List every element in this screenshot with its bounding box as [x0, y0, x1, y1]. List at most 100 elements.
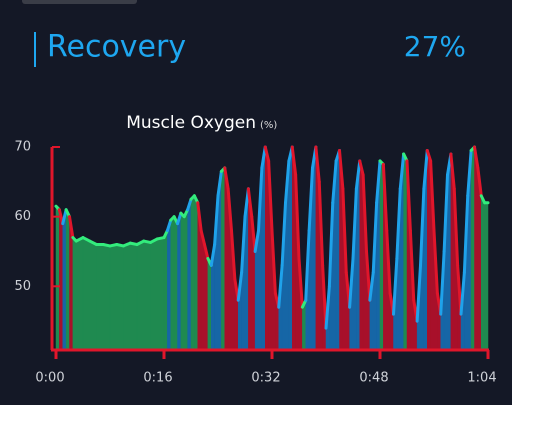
line-segment: [230, 229, 237, 281]
area-segment: [335, 150, 340, 350]
line-segment: [297, 256, 304, 309]
line-segment: [425, 148, 433, 163]
line-segment: [341, 187, 348, 274]
area-segment: [173, 216, 178, 350]
area-segment: [157, 237, 165, 350]
line-segment: [267, 159, 274, 233]
area-segment: [150, 238, 158, 350]
line-segment: [304, 229, 311, 302]
area-segment: [89, 240, 97, 350]
line-segment: [223, 166, 230, 191]
line-segment: [209, 243, 217, 267]
line-segment: [415, 263, 422, 323]
area-segment: [72, 236, 77, 350]
area-segment: [163, 230, 168, 350]
area-segment: [76, 237, 84, 350]
line-segment: [422, 148, 429, 191]
line-segment: [216, 169, 223, 198]
line-segment: [290, 145, 298, 177]
area-segment: [207, 258, 212, 350]
line-segment: [392, 256, 399, 316]
x-tick-label: 0:16: [143, 371, 172, 386]
x-tick-label: 1:04: [467, 371, 496, 386]
line-segment: [473, 145, 480, 170]
area-segment: [470, 146, 475, 350]
area-segment: [96, 244, 104, 350]
area-segment: [103, 244, 111, 350]
area-segment: [288, 146, 293, 350]
area-segment: [484, 202, 489, 350]
area-segment: [167, 220, 171, 350]
line-segment: [395, 187, 402, 260]
line-segment: [338, 148, 345, 191]
tab-handle: [22, 0, 137, 4]
line-segment: [439, 249, 446, 316]
area-segment: [184, 209, 188, 350]
line-segment: [351, 187, 358, 260]
y-tick-label: 60: [14, 209, 31, 224]
line-segment: [327, 201, 335, 288]
area-segment: [474, 146, 479, 350]
line-segment: [213, 194, 220, 247]
line-segment: [284, 159, 291, 205]
area-segment: [194, 195, 198, 350]
line-segment: [240, 215, 247, 274]
line-segment: [432, 229, 439, 295]
chart-title: Muscle Oxygen: [126, 113, 256, 133]
line-segment: [277, 263, 284, 309]
line-segment: [398, 152, 406, 191]
line-segment: [263, 145, 271, 163]
x-tick-label: 0:00: [35, 371, 64, 386]
area-segment: [116, 244, 124, 350]
area-segment: [130, 242, 138, 350]
line-segment: [348, 256, 355, 309]
line-segment: [371, 201, 379, 274]
line-segment: [68, 215, 75, 240]
line-segment: [61, 208, 68, 226]
line-segment: [314, 145, 321, 184]
line-segment: [270, 229, 277, 295]
line-segment: [462, 194, 470, 274]
area-segment: [177, 213, 182, 350]
line-segment: [358, 159, 365, 177]
header-value: 27%: [404, 30, 466, 63]
area-segment: [123, 242, 131, 350]
line-segment: [476, 166, 483, 198]
line-segment: [307, 166, 314, 233]
line-segment: [324, 284, 331, 330]
line-segment: [405, 159, 412, 233]
area-segment: [55, 205, 60, 350]
x-tick-label: 0:32: [251, 371, 280, 386]
area-segment: [187, 199, 192, 350]
line-segment: [236, 270, 244, 302]
y-tick-label: 50: [14, 279, 31, 294]
line-segment: [253, 229, 260, 253]
area-segment: [221, 167, 225, 350]
line-segment: [365, 249, 372, 302]
line-segment: [165, 218, 173, 233]
plot: 50 60 70 0:00 0:16 0:32 0:48 1:04: [14, 140, 496, 386]
line-segment: [294, 173, 301, 260]
area-segment: [136, 240, 144, 350]
area-segment: [65, 209, 70, 350]
line-segment: [385, 229, 392, 295]
area-segment: [59, 209, 63, 350]
y-tick-label: 70: [14, 140, 31, 155]
line-segment: [375, 159, 382, 205]
line-segment: [449, 152, 456, 191]
line-segment: [199, 229, 206, 247]
line-segment: [246, 187, 254, 219]
line-segment: [317, 180, 325, 267]
line-segment: [203, 243, 210, 260]
line-segment: [354, 159, 362, 191]
area-segment: [403, 153, 408, 350]
line-segment: [419, 187, 426, 267]
area-segment: [82, 237, 90, 350]
line-segment: [257, 166, 264, 233]
line-segment: [176, 211, 183, 226]
chart-unit: (%): [260, 120, 277, 131]
line-segment: [368, 270, 375, 302]
header-title: Recovery: [47, 30, 186, 65]
line-segment: [186, 197, 193, 212]
